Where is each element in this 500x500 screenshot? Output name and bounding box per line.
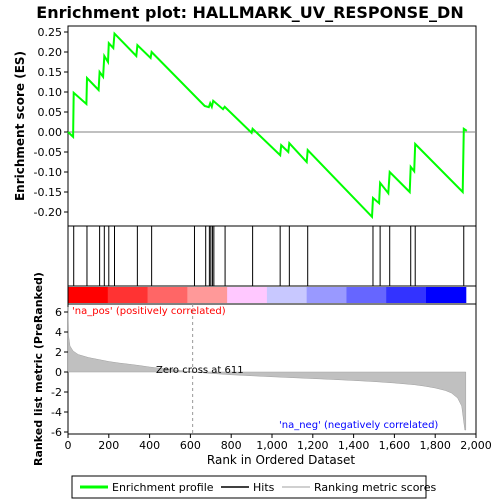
x-tick-label: 0 [65,439,72,452]
zero-cross-label: Zero cross at 611 [156,365,244,376]
gradient-segment [266,287,308,303]
es-ytick-label: 0.25 [38,26,63,39]
x-tick-label: 800 [221,439,242,452]
legend: Enrichment profile Hits Ranking metric s… [71,475,436,499]
x-tick-label: 600 [180,439,201,452]
es-ytick-label: -0.05 [34,146,62,159]
metric-ylabel: Ranked list metric (PreRanked) [32,272,45,466]
es-ytick-label: 0.05 [38,106,63,119]
pos-label: 'na_pos' (positively correlated) [72,306,226,317]
hits-panel [67,225,477,287]
metric-ytick-label: -4 [51,406,62,419]
rank-gradient-bar [67,285,477,305]
legend-hits-label: Hits [253,481,275,494]
gradient-segment [147,287,188,303]
es-panel: 0.25 0.20 0.15 0.10 0.05 0.00 -0.05 -0.10 -0.15 -… [13,25,477,227]
x-tick-label: 1,600 [379,439,411,452]
gradient-segment [187,287,228,303]
x-tick-label: 200 [98,439,119,452]
metric-area [67,306,467,431]
x-tick-label: 1,000 [256,439,288,452]
es-line [67,31,468,220]
metric-ytick-label: -6 [51,426,62,439]
gradient-segment [346,287,387,303]
neg-label: 'na_neg' (negatively correlated) [279,420,438,431]
metric-ytick-label: 2 [55,346,62,359]
gradient-segment [306,287,347,303]
metric-panel: 6 4 2 0 -2 -4 -6 'na_pos' (positively correlat… [32,272,477,466]
es-panel-frame [67,25,477,227]
metric-ytick-label: 0 [55,366,62,379]
x-tick-label: 1,800 [419,439,451,452]
x-tick-label: 1,400 [338,439,370,452]
x-axis-label: Rank in Ordered Dataset [207,453,355,467]
es-ytick-label: 0.15 [38,66,63,79]
es-ytick-label: -0.15 [34,186,62,199]
gradient-segment [386,287,427,303]
legend-es-label: Enrichment profile [112,481,214,494]
gradient-segment [107,287,149,303]
es-ytick-label: -0.20 [34,206,62,219]
gradient-segment [426,287,467,303]
x-tick-label: 1,200 [297,439,329,452]
gradient-segment [68,287,109,303]
metric-ytick-label: 4 [55,326,62,339]
es-ytick-label: 0.10 [38,86,63,99]
es-ytick-label: 0.20 [38,46,63,59]
hits-panel-frame [67,225,477,287]
es-ytick-label: -0.10 [34,166,62,179]
x-tick-label: 2,000 [460,439,492,452]
x-tick-label: 400 [139,439,160,452]
gradient-segment [227,287,268,303]
es-ylabel: Enrichment score (ES) [13,51,27,201]
metric-ytick-label: -2 [51,386,62,399]
legend-metric-label: Ranking metric scores [314,481,436,494]
metric-ytick-label: 6 [55,306,62,319]
chart-title: Enrichment plot: HALLMARK_UV_RESPONSE_DN [36,3,463,22]
es-ytick-label: 0.00 [38,126,63,139]
